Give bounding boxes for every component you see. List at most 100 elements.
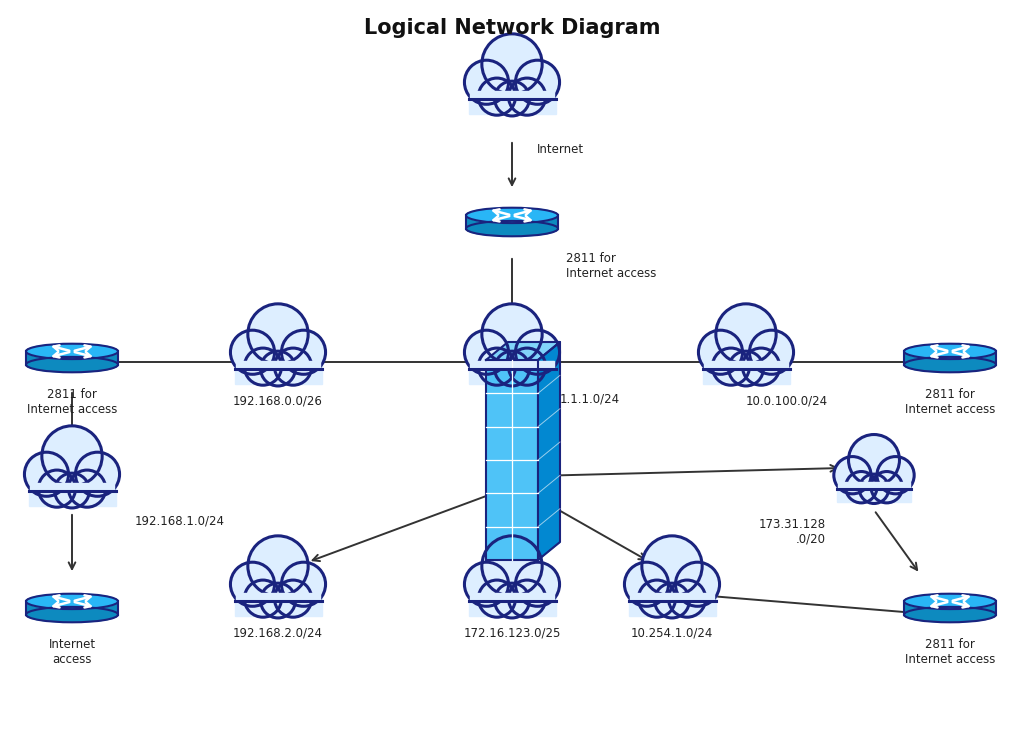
Circle shape: [495, 583, 529, 618]
Circle shape: [25, 452, 69, 496]
Circle shape: [877, 457, 914, 494]
Bar: [629, 592, 716, 617]
Bar: [703, 361, 788, 369]
Circle shape: [478, 580, 515, 617]
Circle shape: [729, 351, 764, 386]
Bar: [234, 592, 322, 617]
Text: Internet: Internet: [537, 143, 584, 156]
Circle shape: [282, 330, 326, 374]
Circle shape: [509, 580, 546, 617]
Bar: [839, 482, 909, 489]
Circle shape: [625, 562, 669, 606]
Circle shape: [38, 470, 76, 507]
Ellipse shape: [26, 357, 118, 372]
Circle shape: [465, 60, 509, 104]
Bar: [469, 360, 555, 384]
Text: Logical Network Diagram: Logical Network Diagram: [364, 18, 660, 38]
FancyBboxPatch shape: [466, 215, 558, 229]
Circle shape: [638, 580, 676, 617]
Circle shape: [274, 348, 311, 385]
Text: 2811 for
Internet access: 2811 for Internet access: [905, 388, 995, 416]
Ellipse shape: [26, 607, 118, 623]
Circle shape: [478, 78, 515, 115]
Text: 10.0.100.0/24: 10.0.100.0/24: [746, 395, 828, 408]
Circle shape: [515, 330, 559, 374]
Circle shape: [509, 78, 546, 115]
Circle shape: [669, 580, 706, 617]
Circle shape: [69, 470, 105, 507]
Text: 10.254.1.0/24: 10.254.1.0/24: [631, 627, 713, 640]
Bar: [470, 91, 554, 99]
Circle shape: [713, 348, 750, 385]
FancyBboxPatch shape: [486, 360, 538, 560]
Polygon shape: [486, 342, 560, 360]
Ellipse shape: [904, 607, 996, 623]
FancyBboxPatch shape: [904, 351, 996, 365]
Circle shape: [849, 435, 899, 485]
Circle shape: [248, 304, 308, 364]
Circle shape: [495, 351, 529, 386]
Circle shape: [654, 583, 689, 618]
Circle shape: [742, 348, 779, 385]
Circle shape: [54, 473, 89, 508]
Ellipse shape: [466, 208, 558, 223]
Circle shape: [698, 330, 742, 374]
Bar: [236, 361, 321, 369]
Bar: [29, 482, 116, 507]
Circle shape: [248, 536, 308, 596]
Circle shape: [515, 562, 559, 606]
Circle shape: [274, 580, 311, 617]
FancyBboxPatch shape: [904, 601, 996, 614]
Circle shape: [716, 304, 776, 364]
Circle shape: [478, 348, 515, 385]
Bar: [470, 361, 554, 369]
Circle shape: [750, 330, 794, 374]
Circle shape: [676, 562, 720, 606]
Circle shape: [846, 472, 877, 503]
Circle shape: [482, 536, 542, 596]
FancyBboxPatch shape: [26, 351, 118, 365]
Bar: [702, 360, 790, 384]
Ellipse shape: [26, 344, 118, 359]
Text: 192.168.1.0/24: 192.168.1.0/24: [135, 515, 225, 528]
Ellipse shape: [904, 344, 996, 359]
Text: 192.168.0.0/26: 192.168.0.0/26: [233, 395, 323, 408]
Circle shape: [230, 330, 274, 374]
Circle shape: [260, 351, 295, 386]
Text: 2811 for
Internet access: 2811 for Internet access: [27, 388, 117, 416]
Circle shape: [465, 562, 509, 606]
Circle shape: [642, 536, 702, 596]
Circle shape: [495, 81, 529, 116]
Circle shape: [76, 452, 120, 496]
Ellipse shape: [26, 594, 118, 609]
Circle shape: [42, 426, 102, 486]
Bar: [234, 360, 322, 384]
Circle shape: [871, 472, 902, 503]
Circle shape: [834, 457, 871, 494]
Ellipse shape: [466, 221, 558, 236]
FancyBboxPatch shape: [26, 601, 118, 614]
Bar: [838, 482, 910, 502]
Circle shape: [482, 304, 542, 364]
Ellipse shape: [904, 357, 996, 372]
Text: 2811 for
Internet access: 2811 for Internet access: [905, 638, 995, 666]
Circle shape: [465, 330, 509, 374]
Text: Internet
access: Internet access: [48, 638, 95, 666]
Bar: [30, 483, 115, 491]
Text: 1.1.1.0/24: 1.1.1.0/24: [560, 393, 621, 406]
Circle shape: [282, 562, 326, 606]
Text: 192.168.2.0/24: 192.168.2.0/24: [233, 627, 323, 640]
Text: 173.31.128
.0/20: 173.31.128 .0/20: [759, 518, 826, 546]
Ellipse shape: [904, 594, 996, 609]
Bar: [236, 593, 321, 601]
Circle shape: [509, 348, 546, 385]
Circle shape: [260, 583, 295, 618]
Text: 2811 for
Internet access: 2811 for Internet access: [566, 252, 656, 280]
Circle shape: [230, 562, 274, 606]
Text: 172.16.123.0/25: 172.16.123.0/25: [463, 627, 561, 640]
Bar: [469, 592, 555, 617]
Circle shape: [482, 34, 542, 94]
Polygon shape: [538, 342, 560, 560]
Bar: [470, 593, 554, 601]
Circle shape: [859, 474, 889, 504]
